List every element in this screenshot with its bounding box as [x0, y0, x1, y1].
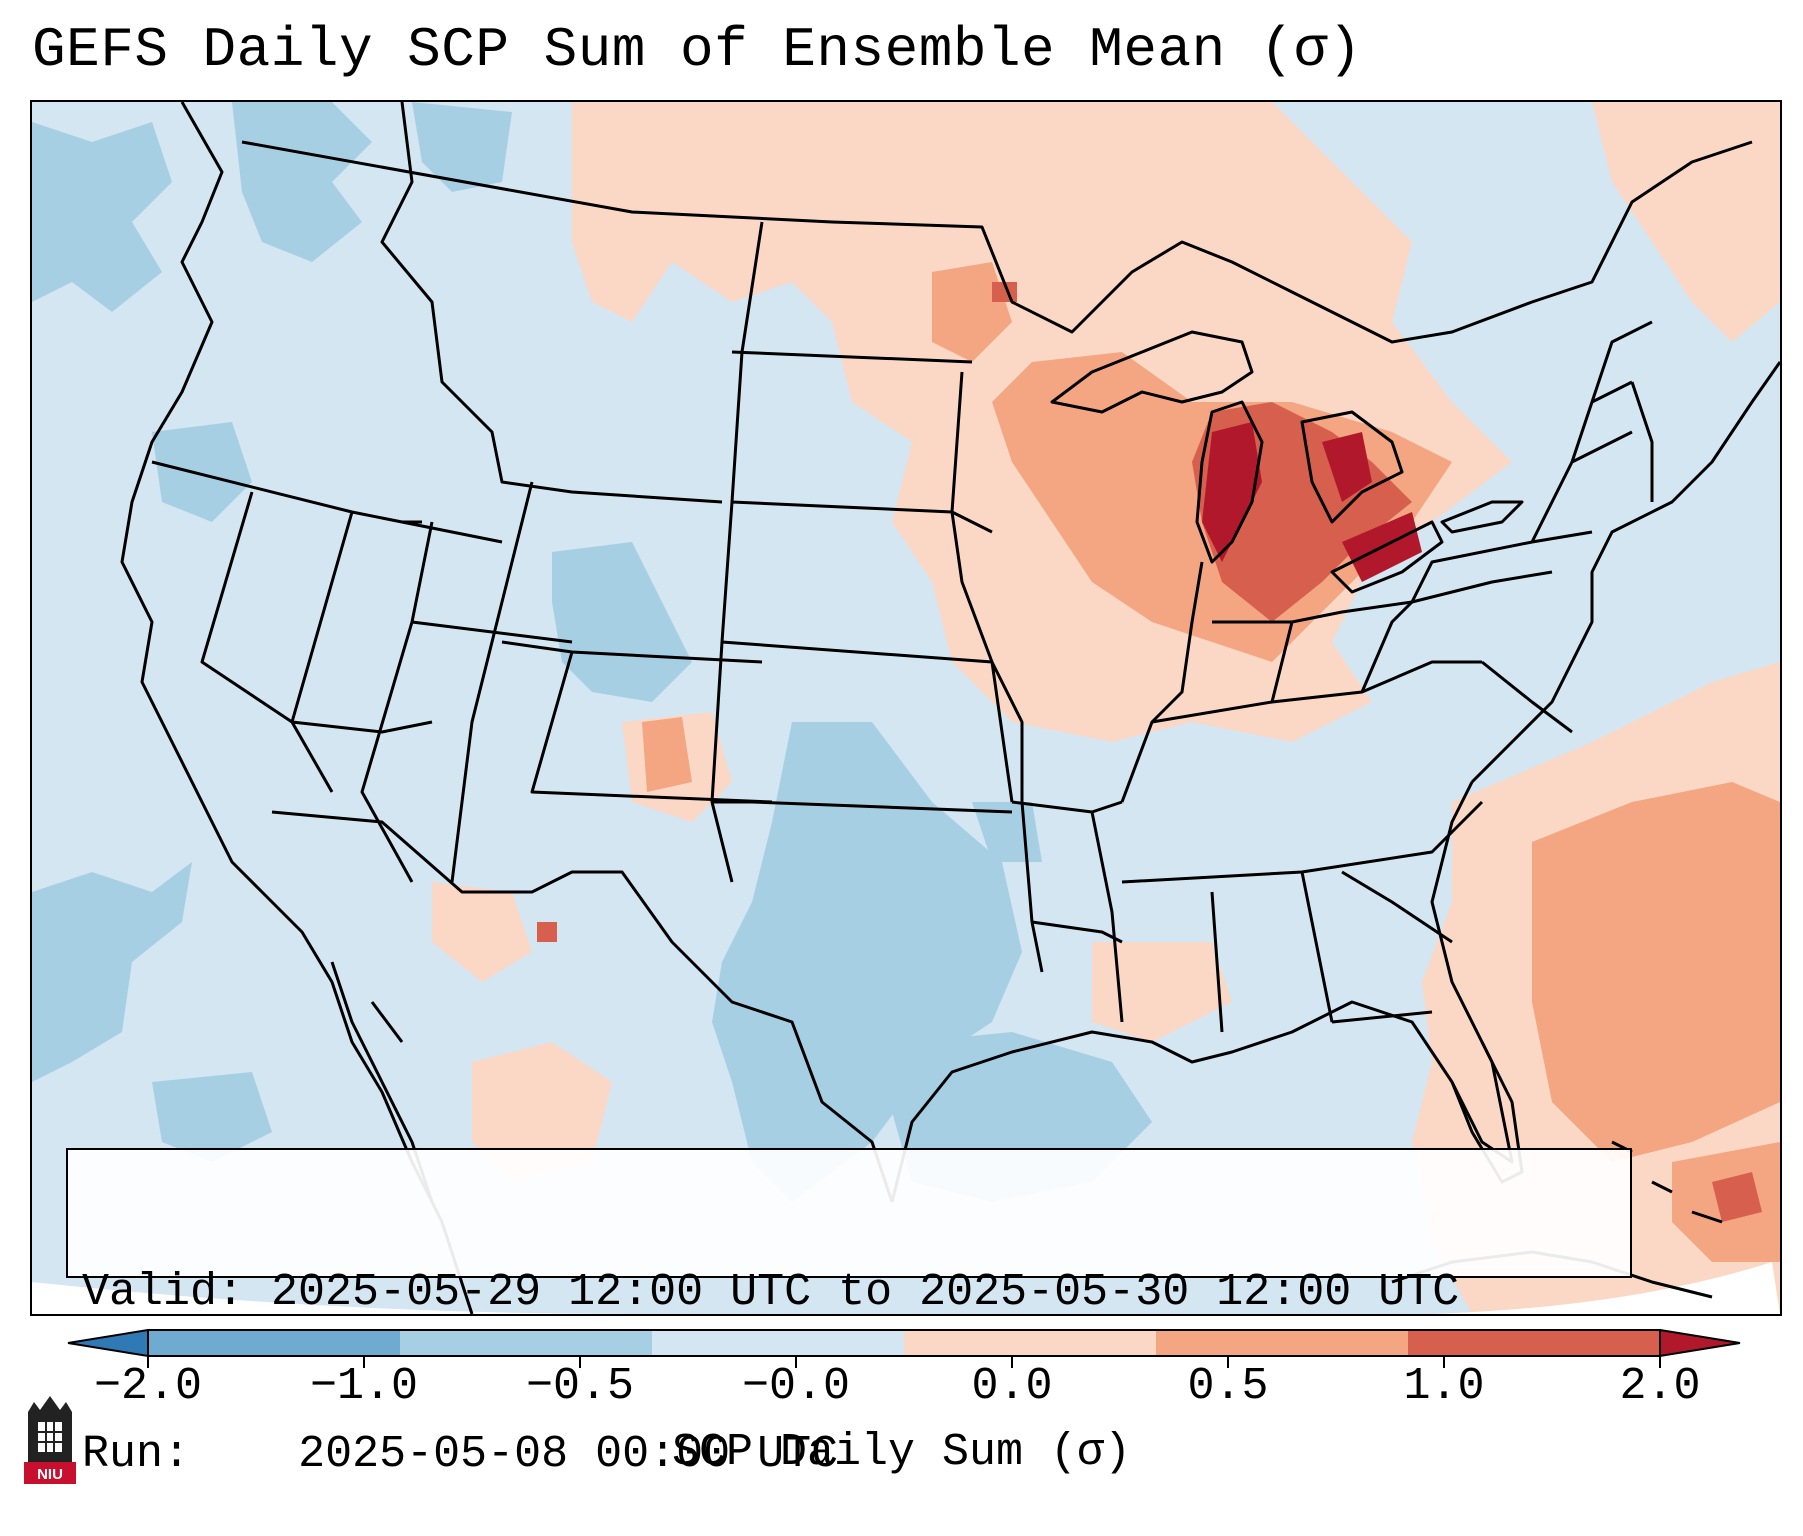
projection-edge-se: [1432, 1262, 1780, 1314]
colorbar-bin: [652, 1330, 905, 1356]
field-neg-tx: [712, 722, 1022, 1202]
lake-huron: [1300, 410, 1404, 524]
colorbar: [67, 1328, 1741, 1368]
colorbar-bin: [1156, 1330, 1409, 1356]
logo-window-grid: [38, 1422, 62, 1452]
colorbar-tick-label: −1.0: [309, 1361, 419, 1412]
colorbar-extend-min: [67, 1328, 149, 1358]
colorbar-tick-label: 0.5: [1187, 1361, 1269, 1412]
field-posmax-michigan: [1202, 422, 1262, 562]
field-pos-sw: [472, 1042, 612, 1182]
field-neg-pacnw: [232, 102, 372, 262]
run-value: 2025-05-08 00:00 UTC: [298, 1429, 839, 1480]
us-canada-border: [241, 140, 1753, 344]
field-pos-az: [432, 882, 532, 982]
colorbar-tick-label: 1.0: [1403, 1361, 1485, 1412]
colorbar-tick-label: −0.0: [741, 1361, 851, 1412]
field-pos-ne: [1592, 102, 1780, 342]
run-label: Run:: [82, 1429, 191, 1480]
state-lines-plains: [710, 221, 1034, 923]
field-neg-ca-coast: [152, 422, 252, 522]
valid-label: Valid:: [82, 1267, 245, 1318]
lake-ontario: [1440, 500, 1524, 534]
logo-banner: [24, 1462, 76, 1484]
colorbar-tick-labels: −2.0 −1.0 −0.5 −0.0 0.0 0.5 1.0 2.0: [0, 1360, 1803, 1420]
colorbar-bins: [67, 1328, 1741, 1358]
info-box: Valid: 2025-05-29 12:00 UTC to 2025-05-3…: [66, 1148, 1632, 1480]
field-pos-gulfcoast: [1092, 942, 1232, 1042]
field-posmax-huron: [1322, 432, 1372, 502]
colorbar-tick-label: −2.0: [93, 1361, 203, 1412]
lake-superior: [1050, 330, 1254, 414]
colorbar-bin: [1408, 1330, 1661, 1356]
state-lines-ne: [1410, 320, 1654, 603]
niu-logo: NIU: [24, 1396, 76, 1484]
scp-map: [32, 102, 1780, 1314]
colorbar-tick-label: 0.0: [971, 1361, 1053, 1412]
logo-window: [38, 1422, 62, 1452]
state-lines-south: [1121, 600, 1573, 1033]
us-mexico-border: [271, 810, 894, 1203]
field-posstrong-nm: [537, 922, 557, 942]
logo-text: NIU: [37, 1466, 63, 1483]
colorbar-frame: [147, 1329, 1661, 1357]
colorbar-tick-label: 2.0: [1619, 1361, 1701, 1412]
colorbar-label: SCP Daily Sum (σ): [671, 1427, 1132, 1478]
field-posstrong-caribbean: [1712, 1172, 1762, 1222]
map-title: GEFS Daily SCP Sum of Ensemble Mean (σ): [32, 18, 1363, 82]
colorbar-extend-max: [1659, 1328, 1741, 1358]
field-neg-nw-ocean: [32, 122, 172, 312]
field-posmod-atl: [1532, 782, 1780, 1162]
field-neg-bc: [412, 102, 512, 192]
field-neg-co: [552, 542, 692, 702]
valid-value: 2025-05-29 12:00 UTC to 2025-05-30 12:00…: [271, 1267, 1460, 1318]
colorbar-bin: [400, 1330, 653, 1356]
projection-edge-sw: [32, 1282, 632, 1314]
lake-erie: [1330, 520, 1444, 594]
lake-michigan: [1195, 400, 1264, 564]
colorbar-bin: [148, 1330, 401, 1356]
colorbar-bin: [904, 1330, 1157, 1356]
colorbar-ticks: [147, 1356, 1661, 1368]
run-line: Run: 2025-05-08 00:00 UTC: [82, 1428, 1616, 1482]
field-neg-pac-sw: [32, 862, 192, 1082]
state-lines-west: [151, 102, 773, 883]
colorbar-tick-label: −0.5: [525, 1361, 635, 1412]
west-coast-line: [120, 102, 474, 1314]
field-posmod-nm2: [642, 717, 692, 792]
field-neg-pac-s: [152, 1072, 272, 1162]
gulf-coast-line: [890, 781, 1514, 1203]
state-lines-midwest: [1011, 561, 1553, 1023]
map-panel: [30, 100, 1782, 1316]
east-coast-line: [1470, 361, 1780, 784]
valid-line: Valid: 2025-05-29 12:00 UTC to 2025-05-3…: [82, 1266, 1616, 1320]
